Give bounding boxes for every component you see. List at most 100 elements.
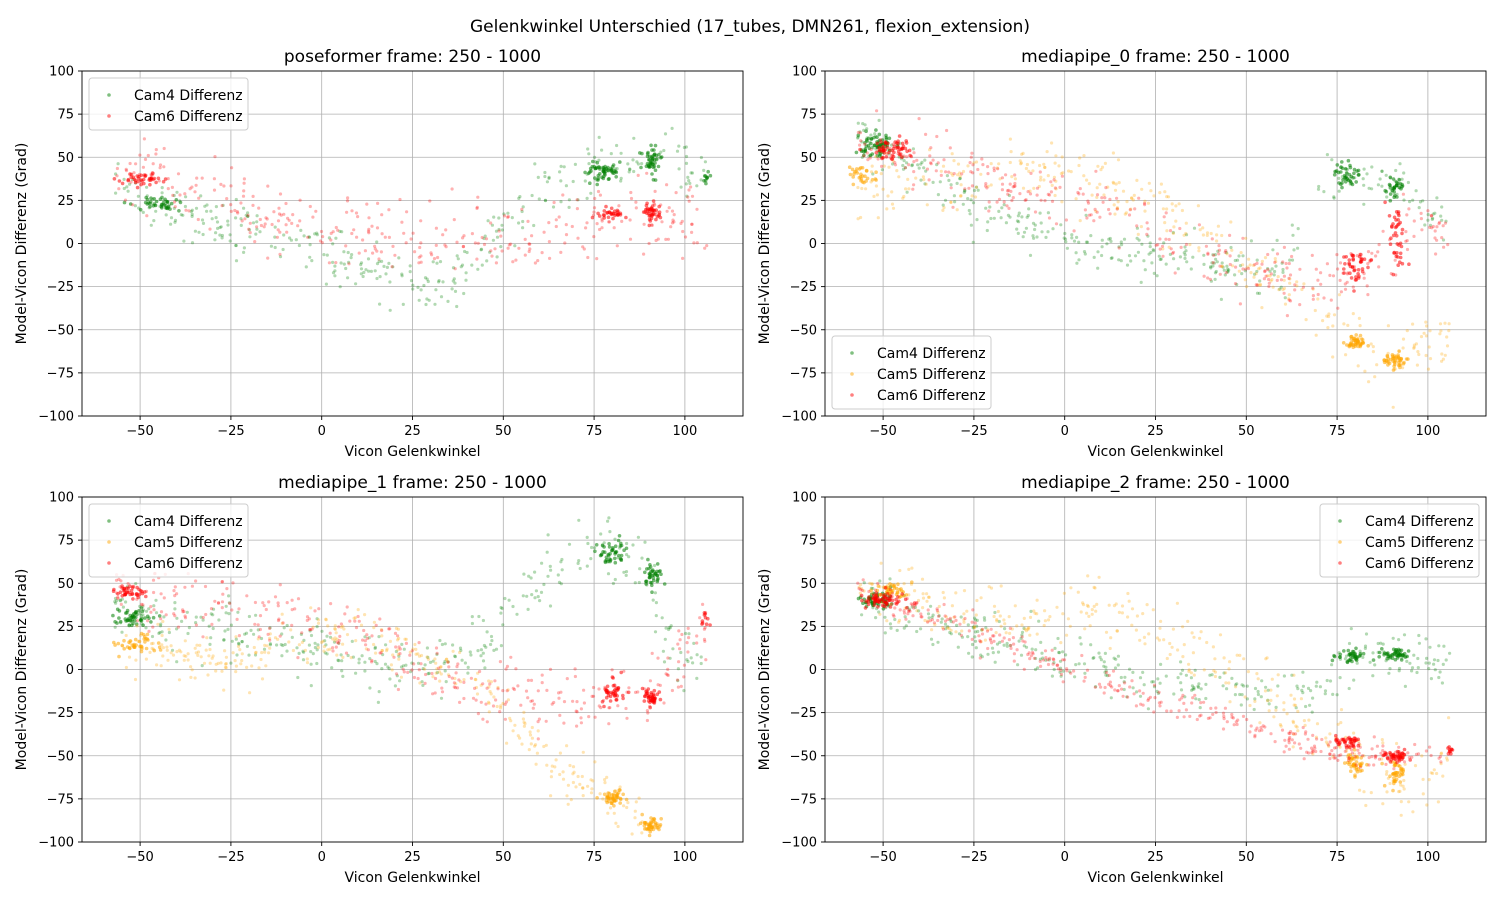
scatter-point	[1439, 329, 1443, 333]
scatter-point	[1287, 298, 1291, 302]
scatter-point	[1400, 261, 1405, 266]
scatter-point	[1438, 332, 1442, 336]
scatter-point	[507, 598, 511, 602]
scatter-point	[885, 207, 889, 211]
scatter-point	[1051, 657, 1055, 661]
scatter-point	[137, 609, 141, 613]
scatter-point	[1078, 219, 1082, 223]
scatter-point	[1138, 694, 1143, 698]
scatter-point	[1031, 160, 1035, 164]
scatter-point	[678, 638, 682, 642]
scatter-point	[619, 151, 623, 155]
scatter-point	[921, 175, 926, 179]
subplot-title: poseformer frame: 250 - 1000	[284, 47, 541, 67]
scatter-point	[427, 298, 431, 302]
scatter-point	[561, 193, 565, 197]
scatter-point	[1332, 753, 1336, 757]
scatter-point	[571, 765, 576, 769]
scatter-point	[603, 778, 607, 782]
scatter-point	[442, 661, 446, 666]
scatter-point	[183, 585, 187, 589]
scatter-point	[1078, 156, 1082, 160]
scatter-point	[365, 636, 369, 641]
scatter-point	[1402, 778, 1406, 783]
scatter-point	[247, 614, 251, 619]
scatter-point	[695, 634, 699, 638]
scatter-point	[1079, 610, 1083, 614]
scatter-point	[331, 649, 335, 653]
scatter-point	[356, 614, 360, 619]
scatter-point	[1418, 200, 1423, 204]
scatter-point	[1422, 331, 1426, 335]
scatter-point	[981, 163, 985, 167]
scatter-point	[679, 684, 683, 689]
scatter-point	[196, 217, 200, 222]
scatter-point	[186, 631, 190, 636]
scatter-point	[1042, 178, 1046, 182]
scatter-point	[917, 117, 921, 121]
scatter-point	[113, 620, 117, 624]
scatter-point	[1292, 673, 1296, 677]
scatter-point	[1416, 666, 1420, 670]
scatter-point	[1374, 254, 1378, 258]
scatter-point	[348, 619, 352, 623]
scatter-point	[1009, 189, 1013, 193]
scatter-point	[1352, 731, 1356, 735]
scatter-point	[892, 150, 896, 155]
scatter-point	[402, 647, 406, 651]
scatter-point	[434, 646, 439, 650]
scatter-point	[487, 679, 491, 683]
scatter-point	[440, 690, 445, 694]
scatter-point	[636, 690, 640, 694]
scatter-point	[134, 615, 138, 620]
scatter-point	[397, 645, 401, 649]
scatter-point	[1435, 225, 1439, 229]
scatter-point	[593, 196, 597, 201]
scatter-point	[1401, 337, 1406, 341]
scatter-point	[667, 206, 671, 210]
scatter-point	[432, 257, 437, 261]
scatter-point	[1199, 687, 1203, 691]
scatter-point	[1331, 274, 1336, 278]
scatter-point	[1331, 692, 1335, 697]
scatter-point	[1158, 247, 1162, 251]
scatter-point	[297, 651, 301, 656]
scatter-point	[874, 150, 879, 155]
scatter-point	[339, 622, 343, 626]
scatter-point	[265, 644, 269, 648]
scatter-point	[687, 188, 691, 192]
scatter-point	[1220, 233, 1224, 238]
scatter-point	[879, 561, 883, 565]
scatter-point	[550, 769, 554, 773]
scatter-point	[1371, 651, 1375, 655]
scatter-point	[1084, 240, 1089, 244]
scatter-point	[434, 288, 438, 292]
scatter-point	[1213, 657, 1217, 661]
scatter-point	[230, 166, 234, 170]
scatter-point	[187, 209, 191, 213]
scatter-point	[129, 172, 134, 177]
scatter-point	[172, 206, 176, 210]
scatter-point	[141, 177, 146, 182]
y-axis-label: Model-Vicon Differenz (Grad)	[14, 569, 30, 771]
scatter-point	[1218, 272, 1222, 276]
scatter-point	[124, 169, 129, 173]
scatter-point	[1336, 758, 1340, 763]
scatter-point	[194, 623, 198, 627]
scatter-point	[214, 205, 218, 209]
scatter-point	[875, 109, 879, 113]
scatter-point	[373, 244, 377, 248]
scatter-point	[890, 202, 895, 206]
scatter-point	[1385, 790, 1389, 794]
scatter-point	[299, 632, 303, 637]
scatter-point	[120, 630, 124, 634]
scatter-point	[249, 628, 253, 633]
scatter-point	[126, 189, 130, 193]
scatter-point	[280, 612, 284, 616]
scatter-point	[296, 597, 301, 601]
scatter-point	[1354, 646, 1358, 651]
scatter-point	[588, 181, 592, 185]
scatter-point	[250, 664, 254, 668]
scatter-point	[393, 631, 398, 636]
